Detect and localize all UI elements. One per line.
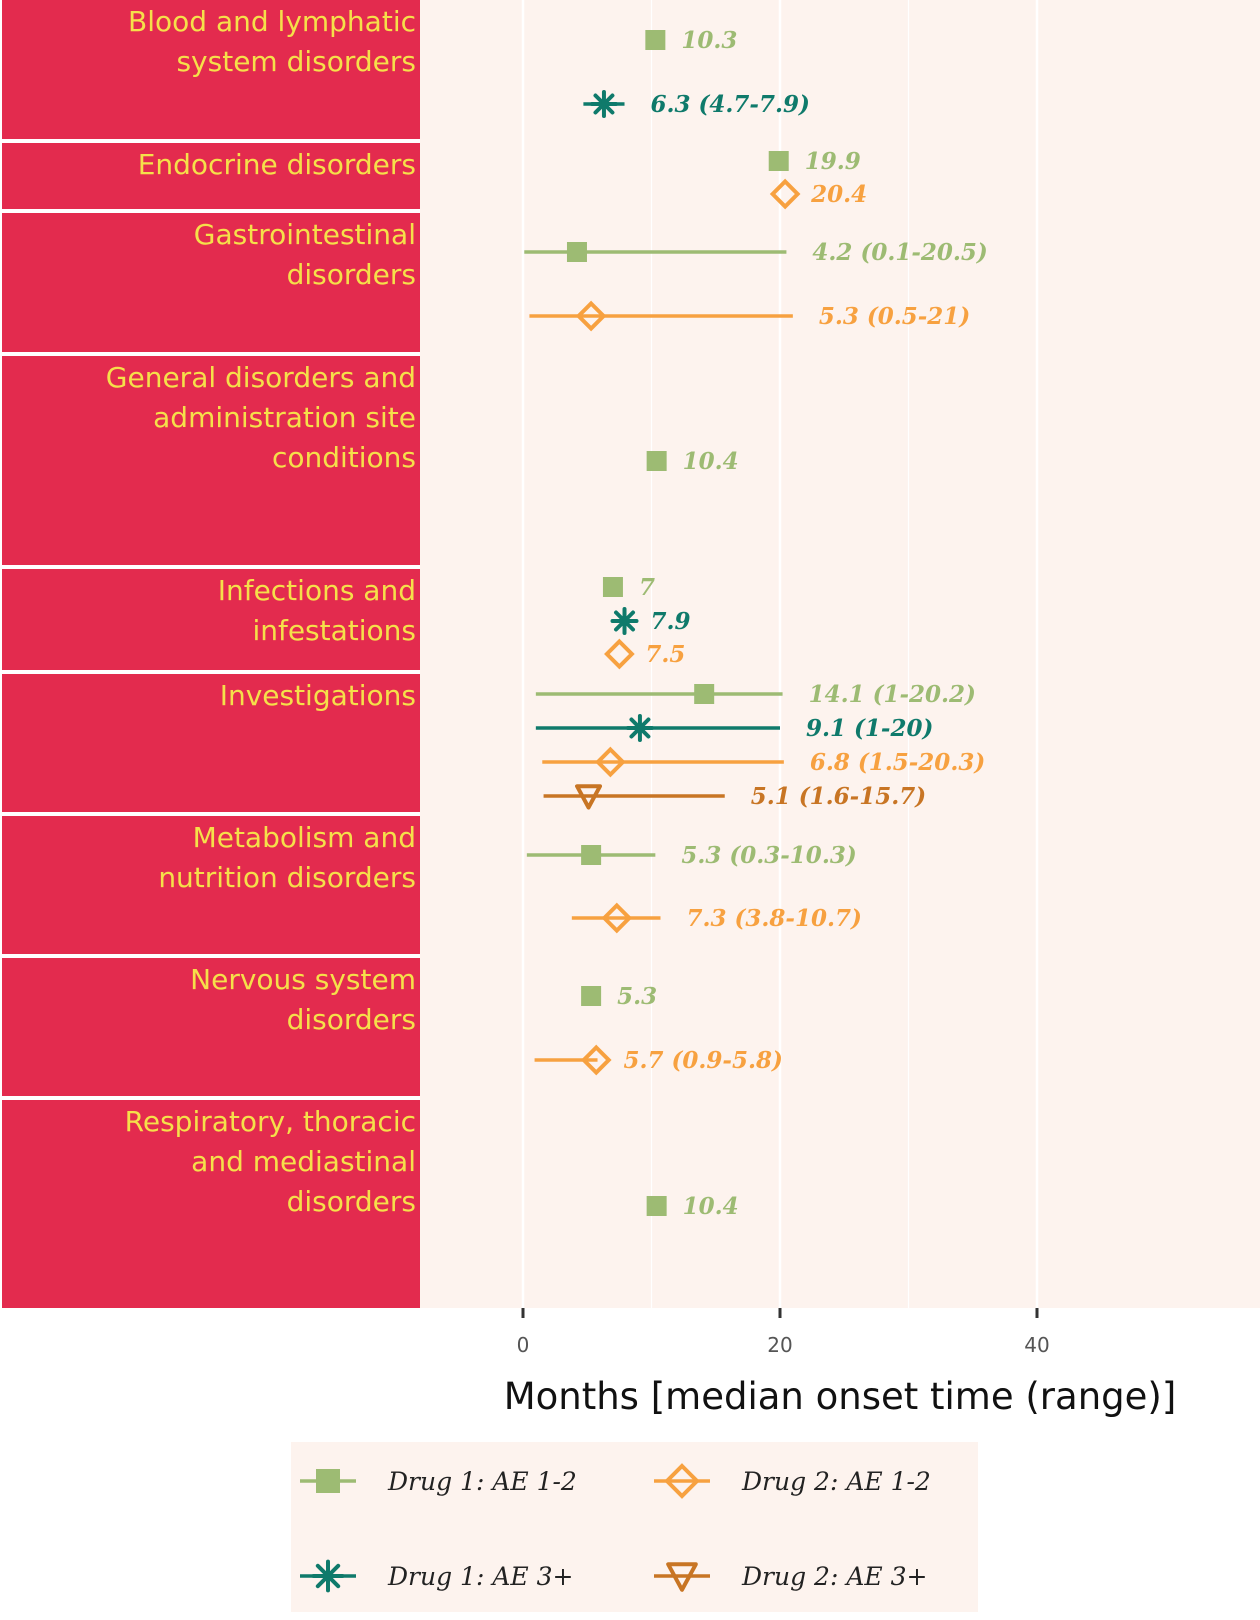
category-strip bbox=[2, 674, 420, 812]
x-tick-label: 0 bbox=[517, 1333, 530, 1357]
legend-label: Drug 2: AE 3+ bbox=[741, 1562, 927, 1591]
legend-item: Drug 2: AE 3+ bbox=[654, 1562, 927, 1592]
legend-key-marker bbox=[664, 1463, 700, 1499]
category-label: Investigations bbox=[220, 679, 416, 712]
median-marker bbox=[566, 242, 587, 262]
median-marker bbox=[625, 714, 654, 742]
data-label: 5.7 (0.9-5.8) bbox=[624, 1047, 783, 1074]
data-point: 5.7 (0.9-5.8) bbox=[534, 1044, 783, 1076]
data-point: 7.9 bbox=[610, 607, 691, 635]
data-point: 6.3 (4.7-7.9) bbox=[583, 90, 810, 118]
category-label: Endocrine disorders bbox=[138, 148, 416, 181]
category-label: Blood and lymphatic system disorders bbox=[128, 5, 416, 78]
data-point: 7.3 (3.8-10.7) bbox=[571, 902, 862, 934]
category-label: Nervous system disorders bbox=[190, 963, 416, 1036]
data-label: 7 bbox=[639, 574, 655, 601]
legend-label: Drug 1: AE 3+ bbox=[387, 1562, 573, 1591]
legend-item: Drug 1: AE 3+ bbox=[300, 1559, 573, 1593]
data-point: 14.1 (1-20.2) bbox=[535, 681, 976, 708]
median-marker bbox=[768, 151, 789, 171]
data-point: 6.8 (1.5-20.3) bbox=[542, 746, 985, 778]
median-marker bbox=[580, 1044, 612, 1076]
median-marker bbox=[646, 451, 667, 471]
data-label: 5.3 (0.5-21) bbox=[819, 303, 970, 330]
x-axis-title: Months [median onset time (range)] bbox=[504, 1375, 1177, 1418]
legend-item: Drug 2: AE 1-2 bbox=[654, 1463, 931, 1499]
category-strip bbox=[2, 0, 420, 139]
median-marker bbox=[646, 1196, 667, 1216]
data-label: 10.4 bbox=[683, 448, 739, 475]
data-point: 5.3 bbox=[581, 983, 657, 1010]
data-label: 5.3 (0.3-10.3) bbox=[681, 842, 856, 869]
category-strip bbox=[2, 143, 420, 209]
legend-background bbox=[291, 1442, 978, 1612]
median-marker bbox=[595, 746, 626, 778]
legend-label: Drug 1: AE 1-2 bbox=[387, 1467, 577, 1496]
data-label: 5.1 (1.6-15.7) bbox=[751, 783, 926, 810]
data-point: 10.4 bbox=[646, 448, 739, 475]
median-marker bbox=[581, 986, 602, 1006]
median-marker bbox=[602, 577, 623, 597]
data-label: 10.3 bbox=[681, 27, 737, 54]
category-strip bbox=[2, 816, 420, 954]
median-marker bbox=[769, 178, 801, 210]
data-label: 6.8 (1.5-20.3) bbox=[810, 749, 985, 776]
data-point: 20.4 bbox=[769, 178, 867, 210]
data-point: 10.3 bbox=[645, 27, 737, 54]
data-label: 9.1 (1-20) bbox=[806, 715, 933, 742]
category-strip bbox=[2, 569, 420, 670]
data-point: 4.2 (0.1-20.5) bbox=[524, 239, 988, 266]
category-label: Gastrointestinal disorders bbox=[194, 218, 416, 291]
data-point: 7.5 bbox=[604, 638, 685, 670]
median-marker bbox=[575, 300, 607, 332]
median-marker bbox=[645, 30, 666, 50]
median-marker bbox=[589, 90, 618, 118]
median-marker bbox=[581, 845, 602, 865]
median-marker bbox=[610, 607, 639, 635]
category-label: Metabolism and nutrition disorders bbox=[158, 821, 416, 894]
legend: Drug 1: AE 1-2 Drug 2: AE 1-2 Drug 1: AE 3… bbox=[291, 1442, 978, 1612]
data-marks: 10.3 6.3 (4.7-7.9) 19.9 20.4 4.2 (0.1-20.5) 5… bbox=[524, 27, 988, 1220]
data-label: 20.4 bbox=[810, 181, 867, 208]
legend-key-marker bbox=[666, 1562, 698, 1592]
data-point: 5.3 (0.3-10.3) bbox=[526, 842, 857, 869]
median-marker bbox=[604, 638, 635, 670]
data-point: 7 bbox=[602, 574, 655, 601]
data-point: 5.1 (1.6-15.7) bbox=[543, 783, 926, 810]
data-label: 5.3 bbox=[617, 983, 657, 1010]
data-point: 19.9 bbox=[768, 148, 861, 175]
data-label: 7.5 bbox=[645, 641, 685, 668]
category-strip bbox=[2, 213, 420, 352]
data-label: 10.4 bbox=[683, 1193, 739, 1220]
category-strip bbox=[2, 958, 420, 1096]
data-label: 19.9 bbox=[805, 148, 861, 175]
data-label: 7.3 (3.8-10.7) bbox=[686, 905, 861, 932]
legend-key-marker bbox=[316, 1469, 340, 1493]
category-label: Respiratory, thoracic and mediastinal diso… bbox=[125, 1105, 416, 1218]
category-label: Infections and infestations bbox=[218, 574, 416, 647]
data-point: 5.3 (0.5-21) bbox=[529, 300, 970, 332]
median-marker bbox=[575, 784, 603, 810]
x-tick-label: 20 bbox=[767, 1333, 792, 1357]
x-axis: 0 20 40 bbox=[517, 1308, 1050, 1357]
category-label: General disorders and administration site… bbox=[106, 361, 416, 474]
category-strip bbox=[2, 1100, 420, 1308]
grid-lines bbox=[521, 0, 1039, 1308]
legend-item: Drug 1: AE 1-2 bbox=[300, 1467, 577, 1496]
category-strip bbox=[2, 356, 420, 565]
legend-key-marker bbox=[311, 1559, 345, 1593]
x-tick-label: 40 bbox=[1024, 1333, 1049, 1357]
category-strips: Blood and lymphatic system disorders Endoc… bbox=[2, 0, 420, 1308]
data-label: 4.2 (0.1-20.5) bbox=[812, 239, 987, 266]
data-point: 10.4 bbox=[646, 1193, 739, 1220]
data-label: 14.1 (1-20.2) bbox=[809, 681, 976, 708]
data-label: 6.3 (4.7-7.9) bbox=[651, 91, 810, 118]
data-point: 9.1 (1-20) bbox=[535, 714, 933, 742]
median-marker bbox=[694, 684, 715, 704]
panel-background bbox=[420, 0, 1260, 1308]
median-marker bbox=[601, 902, 633, 934]
data-label: 7.9 bbox=[651, 608, 691, 635]
legend-label: Drug 2: AE 1-2 bbox=[741, 1467, 931, 1496]
